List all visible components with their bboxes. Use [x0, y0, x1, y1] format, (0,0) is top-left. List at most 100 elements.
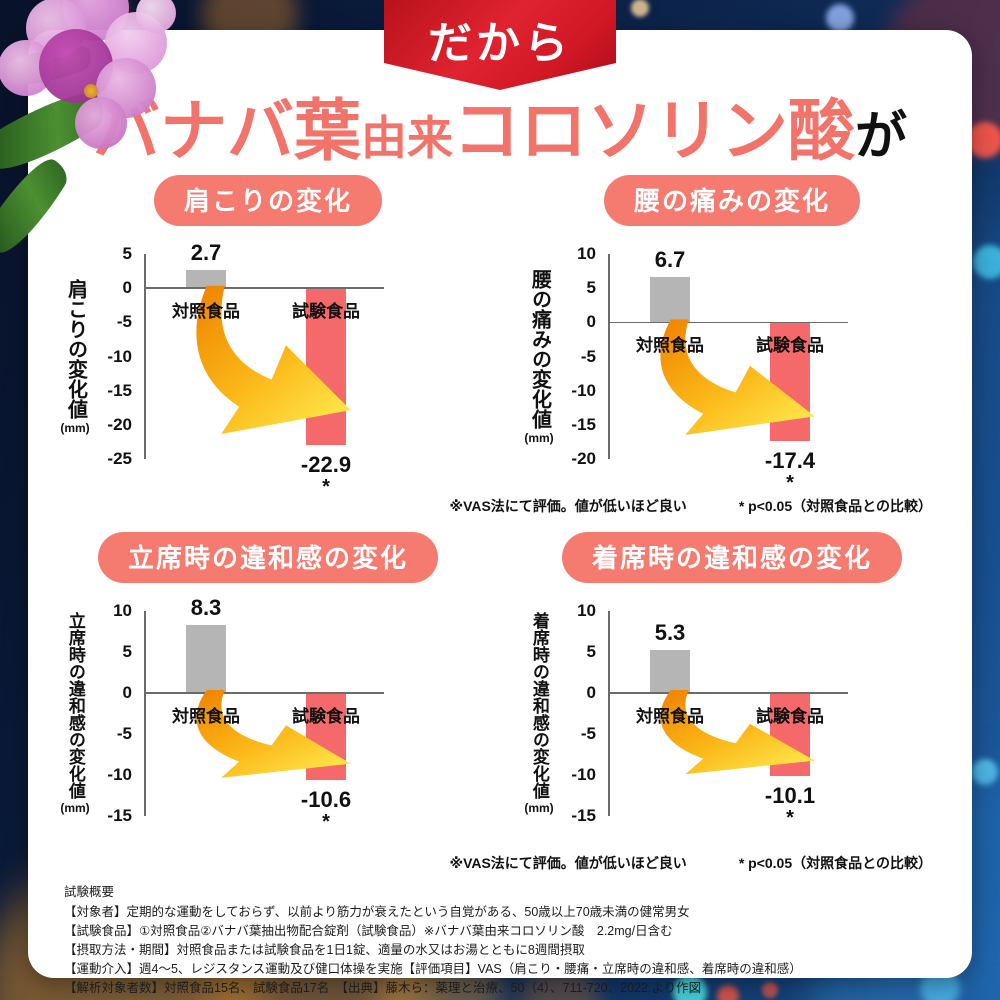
tick-label: 5	[122, 642, 132, 661]
y-axis-unit: (mm)	[524, 430, 554, 445]
y-axis-line	[144, 611, 146, 816]
vas-note: ※VAS法にて評価。値が低いほど良い	[449, 498, 687, 514]
decrease-arrow-icon	[660, 319, 815, 436]
y-axis-title: 腰の痛みの変化値 (mm)	[522, 254, 556, 459]
bokeh-dot	[973, 245, 1000, 279]
title-segment: が	[854, 108, 907, 166]
y-axis-ticks: 10 5 0 -5 -10 -15	[92, 601, 136, 825]
value-label: 6.7	[654, 246, 686, 272]
zero-baseline	[144, 287, 384, 289]
tick-label: -5	[116, 312, 132, 332]
y-axis-title: 着席時の違和感の変化値 (mm)	[522, 611, 556, 816]
zero-baseline	[608, 692, 848, 694]
chart-sitting-discomfort: 着席時の違和感の変化 着席時の違和感の変化値 (mm) 10 5 0 -5 -10 -15 対照…	[518, 532, 946, 851]
chart-title-pill: 立席時の違和感の変化	[97, 532, 438, 583]
chart-title-pill: 着席時の違和感の変化	[561, 532, 902, 583]
tick-label: -10	[571, 765, 596, 784]
value-label: 5.3	[654, 619, 686, 645]
tick-label: -15	[571, 806, 596, 825]
value-label: 2.7	[190, 239, 222, 265]
tick-label: -15	[107, 380, 132, 400]
test-bar	[306, 288, 346, 445]
bokeh-dot	[972, 759, 998, 785]
plot: 対照食品 2.7 試験食品 -22.9 *	[144, 240, 384, 498]
page-title: バナバ葉由来コロソリン酸が	[38, 98, 962, 165]
value-label: 8.3	[190, 594, 222, 620]
y-axis-line	[608, 254, 610, 459]
plot: 対照食品 5.3 試験食品 -10.1 *	[608, 611, 848, 829]
zero-baseline	[608, 321, 848, 324]
significance-note: * p<0.05（対照食品との比較）	[738, 855, 932, 871]
footer-line: 【摂取方法・期間】対照食品または試験食品を1日1錠、適量の水又はお湯とともに8週…	[64, 943, 585, 957]
charts-row-2: 立席時の違和感の変化 立席時の違和感の変化値 (mm) 10 5 0 -5 -10 -15 対照…	[28, 522, 972, 851]
flower-petal	[136, 0, 176, 33]
y-axis-title-text: 着席時の違和感の変化値	[529, 612, 549, 799]
tick-label: 10	[577, 244, 596, 263]
tick-label: -20	[571, 449, 596, 468]
significance-asterisk: *	[786, 806, 794, 829]
footer-line: 【対象者】定期的な運動をしておらず、以前より筋力が衰えたという自覚がある、50歳…	[64, 905, 690, 919]
chart-back-pain: 腰の痛みの変化 腰の痛みの変化値 (mm) 10 5 0 -5 -10 -15 -20 対照食品 6…	[518, 175, 946, 494]
category-label: 対照食品	[172, 707, 240, 726]
control-bar	[650, 649, 690, 693]
value-label: -10.6	[300, 786, 352, 812]
footer-line: 【解析対象者数】対照食品15名、試験食品17名 【出典】藤木ら：薬理と治療、50…	[64, 981, 702, 995]
y-axis-line	[144, 254, 146, 459]
control-bar	[186, 269, 226, 289]
y-axis-unit: (mm)	[524, 801, 554, 815]
chart-title-pill: 肩こりの変化	[153, 175, 382, 226]
chart-plot-area: 肩こりの変化値 (mm) 5 0 -5 -10 -15 -20 -25 対照食品 2.7 試験食品 -2…	[54, 238, 482, 498]
value-label: -10.1	[764, 782, 816, 808]
significance-asterisk: *	[786, 472, 794, 495]
content-card: だから バナバ葉由来コロソリン酸が 肩こりの変化 肩こりの変化値 (mm) 5 0 -5…	[28, 0, 972, 995]
chart-plot-area: 腰の痛みの変化値 (mm) 10 5 0 -5 -10 -15 -20 対照食品 6.7 試験食品 -1…	[518, 238, 946, 494]
y-axis-title: 立席時の違和感の変化値 (mm)	[58, 611, 92, 816]
header-ribbon: だから	[384, 0, 616, 90]
significance-asterisk: *	[322, 810, 330, 833]
category-label: 試験食品	[292, 707, 360, 726]
chart-plot-area: 立席時の違和感の変化値 (mm) 10 5 0 -5 -10 -15 対照食品 8.3 試験食品 -1…	[54, 595, 482, 851]
bokeh-dot	[631, 0, 649, 17]
tick-label: -5	[116, 724, 132, 743]
title-segment: コロソリン酸	[452, 94, 855, 169]
bokeh-dot	[826, 4, 854, 32]
ribbon-label: だから	[428, 19, 572, 68]
category-label: 対照食品	[636, 336, 704, 356]
significance-note: * p<0.05（対照食品との比較）	[738, 498, 932, 514]
decrease-arrow-icon	[660, 689, 815, 775]
tick-label: 10	[113, 601, 132, 620]
decrease-arrow-icon	[196, 690, 351, 778]
value-label: -17.4	[764, 448, 816, 474]
y-axis-title: 肩こりの変化値 (mm)	[58, 254, 92, 459]
y-axis-title-text: 立席時の違和感の変化値	[65, 612, 85, 799]
study-summary-lines: 【対象者】定期的な運動をしておらず、以前より筋力が衰えたという自覚がある、50歳…	[64, 903, 936, 998]
y-axis-ticks: 10 5 0 -5 -10 -15 -20	[556, 244, 600, 468]
charts-row-1: 肩こりの変化 肩こりの変化値 (mm) 5 0 -5 -10 -15 -20 -25 対照食品 2.…	[28, 165, 972, 498]
tick-label: -10	[571, 380, 596, 400]
tick-label: 0	[586, 312, 596, 332]
control-bar	[186, 624, 226, 693]
tick-label: 5	[586, 642, 596, 661]
decrease-arrow-icon	[196, 285, 351, 435]
note-row-2: ※VAS法にて評価。値が低いほど良い * p<0.05（対照食品との比較）	[28, 853, 932, 873]
chart-standing-discomfort: 立席時の違和感の変化 立席時の違和感の変化値 (mm) 10 5 0 -5 -10 -15 対照…	[54, 532, 482, 851]
category-label: 対照食品	[636, 707, 704, 726]
category-label: 試験食品	[756, 336, 824, 356]
title-segment: 由来	[360, 112, 453, 164]
y-axis-unit: (mm)	[60, 801, 90, 815]
note-row-1: ※VAS法にて評価。値が低いほど良い * p<0.05（対照食品との比較）	[28, 496, 932, 516]
significance-asterisk: *	[322, 475, 330, 498]
title-segment: バナバ葉	[92, 94, 361, 169]
y-axis-ticks: 10 5 0 -5 -10 -15	[556, 601, 600, 825]
tick-label: 5	[122, 244, 132, 263]
tick-label: -10	[107, 765, 132, 784]
chart-shoulder-stiffness: 肩こりの変化 肩こりの変化値 (mm) 5 0 -5 -10 -15 -20 -25 対照食品 2.…	[54, 175, 482, 498]
plot: 対照食品 6.7 試験食品 -17.4 *	[608, 247, 848, 494]
y-axis-title-text: 肩こりの変化値	[64, 278, 87, 419]
tick-label: 0	[122, 683, 132, 702]
tick-label: 0	[586, 683, 596, 702]
study-summary: 試験概要 【対象者】定期的な運動をしておらず、以前より筋力が衰えたという自覚があ…	[64, 883, 936, 998]
zero-baseline	[144, 692, 384, 694]
y-axis-line	[608, 611, 610, 816]
